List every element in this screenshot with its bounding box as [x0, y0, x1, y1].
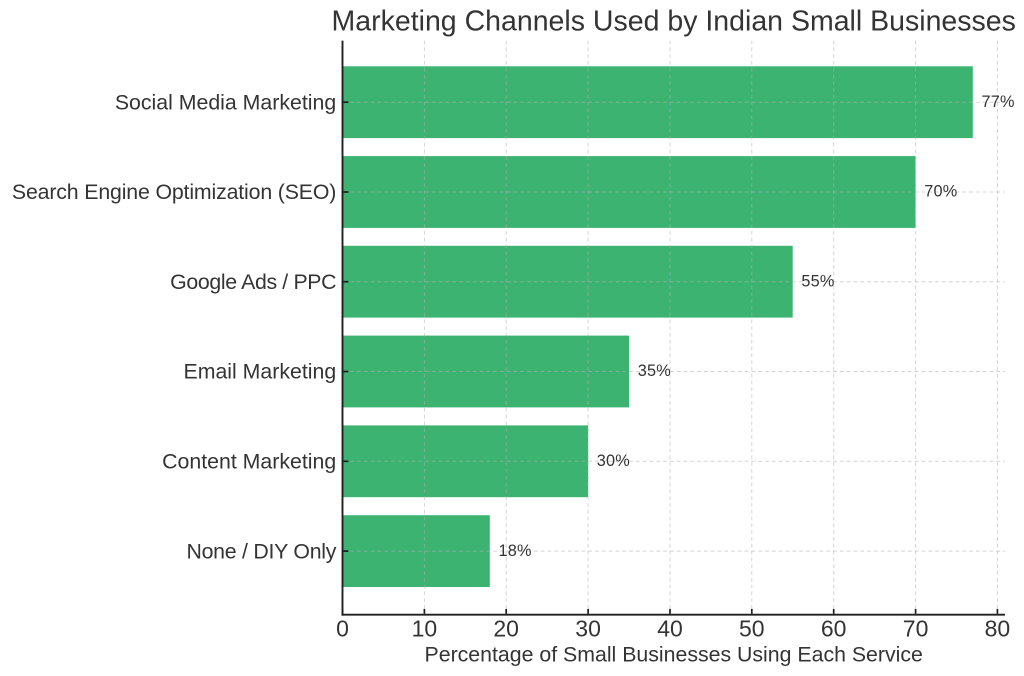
svg-text:20: 20: [493, 616, 519, 642]
svg-text:Email Marketing: Email Marketing: [184, 360, 337, 384]
svg-text:0: 0: [336, 616, 349, 642]
svg-text:55%: 55%: [801, 272, 834, 290]
svg-text:Percentage of Small Businesses: Percentage of Small Businesses Using Eac…: [425, 643, 923, 667]
svg-text:Content Marketing: Content Marketing: [162, 450, 336, 474]
svg-text:30: 30: [575, 616, 601, 642]
svg-text:70%: 70%: [924, 183, 957, 201]
svg-text:80: 80: [985, 616, 1011, 642]
svg-text:Marketing Channels Used by Ind: Marketing Channels Used by Indian Small …: [332, 5, 1016, 37]
svg-text:40: 40: [657, 616, 683, 642]
svg-text:50: 50: [739, 616, 765, 642]
svg-text:None / DIY Only: None / DIY Only: [186, 539, 336, 563]
svg-text:18%: 18%: [499, 542, 532, 560]
svg-text:77%: 77%: [982, 93, 1015, 111]
svg-text:Social Media Marketing: Social Media Marketing: [115, 90, 336, 114]
svg-text:60: 60: [821, 616, 847, 642]
svg-text:35%: 35%: [638, 362, 671, 380]
svg-text:Search Engine Optimization (SE: Search Engine Optimization (SEO): [12, 180, 336, 204]
svg-text:10: 10: [412, 616, 438, 642]
svg-text:Google Ads / PPC: Google Ads / PPC: [170, 270, 336, 294]
svg-text:70: 70: [903, 616, 929, 642]
svg-text:30%: 30%: [597, 452, 630, 470]
